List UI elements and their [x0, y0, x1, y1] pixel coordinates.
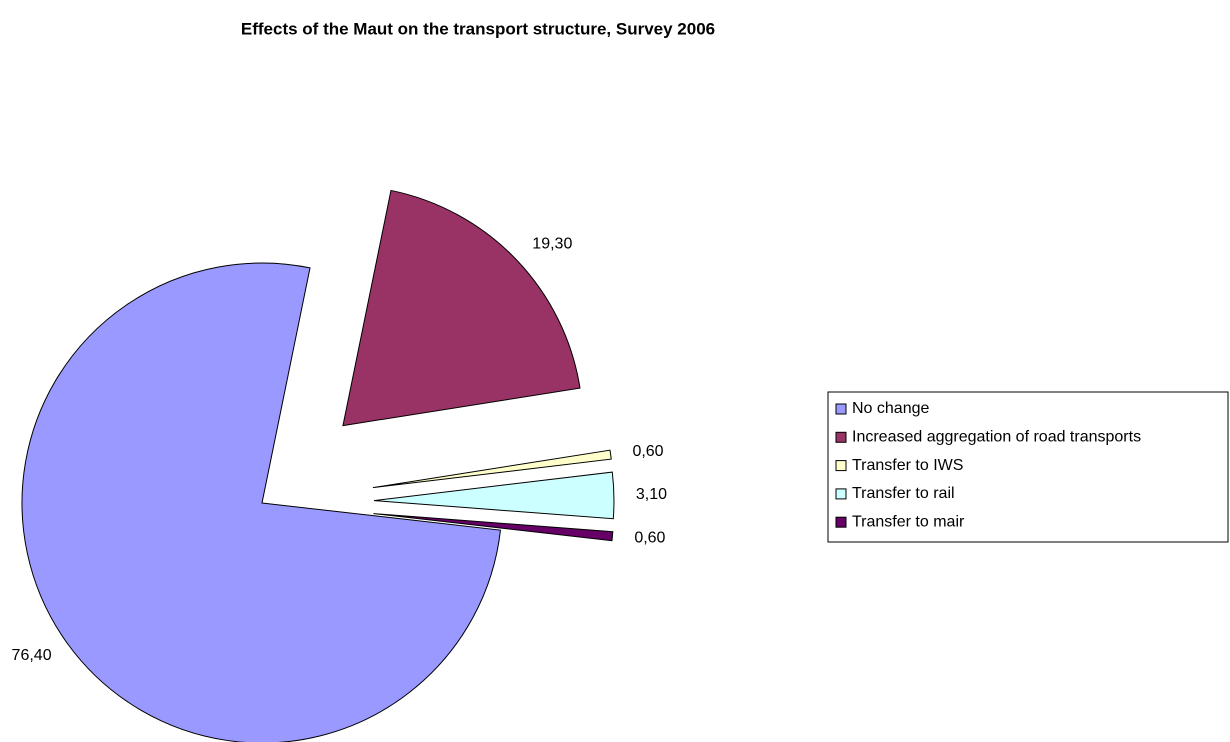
legend-label: Transfer to rail — [852, 485, 955, 502]
chart-title: Effects of the Maut on the transport str… — [241, 19, 715, 38]
legend-label: Increased aggregation of road transports — [852, 429, 1141, 446]
legend-swatch — [835, 431, 847, 443]
legend-swatch — [835, 403, 847, 415]
legend-label: No change — [852, 400, 929, 417]
legend-label: Transfer to mair — [852, 513, 965, 530]
legend-box — [827, 391, 1229, 543]
legend-swatch — [835, 460, 847, 472]
legend-label: Transfer to IWS — [852, 457, 963, 474]
data-label: 3,10 — [636, 486, 667, 503]
legend-swatch — [835, 488, 847, 500]
pie-slice — [373, 471, 615, 520]
pie-slice — [342, 189, 581, 427]
data-label: 0,60 — [634, 530, 665, 547]
pie-slice — [21, 262, 502, 742]
pie-slice — [372, 449, 612, 489]
data-label: 19,30 — [532, 236, 572, 253]
data-label: 76,40 — [12, 647, 52, 664]
pie-slice — [373, 513, 614, 542]
data-label: 0,60 — [632, 443, 663, 460]
legend-swatch — [835, 516, 847, 528]
